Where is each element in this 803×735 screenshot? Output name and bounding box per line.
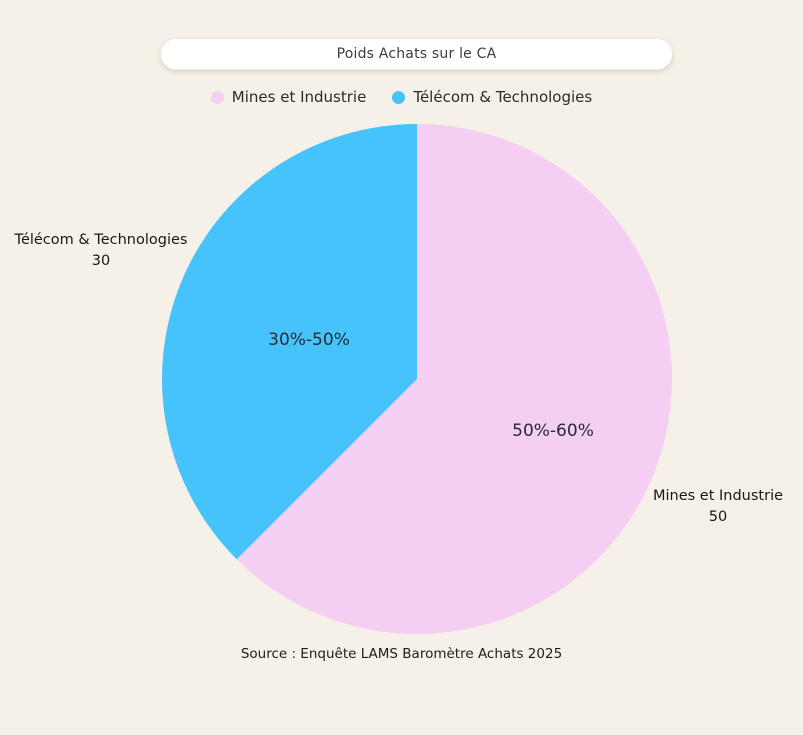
legend-item-mines-et-industrie[interactable]: Mines et Industrie xyxy=(210,88,367,106)
outer-label-value: 50 xyxy=(708,509,728,525)
chart-title-pill: Poids Achats sur le CA xyxy=(160,38,673,70)
legend-label: Télécom & Technologies xyxy=(413,88,593,106)
legend-swatch-icon xyxy=(210,90,224,104)
pie-slice-mines-et-industrie[interactable] xyxy=(236,124,673,634)
legend: Mines et Industrie Télécom & Technologie… xyxy=(0,88,803,106)
outer-label-telecom: Télécom & Technologies 30 xyxy=(15,230,188,272)
legend-item-telecom-technologies[interactable]: Télécom & Technologies xyxy=(392,88,592,106)
pie-slice-telecom-technologies[interactable] xyxy=(162,124,417,560)
slice-label-telecom: 30%-50% xyxy=(268,330,350,350)
slice-label-mines: 50%-60% xyxy=(512,421,594,441)
outer-label-mines: Mines et Industrie 50 xyxy=(653,486,783,528)
chart-title: Poids Achats sur le CA xyxy=(336,46,497,62)
legend-label: Mines et Industrie xyxy=(231,88,367,106)
outer-label-name: Télécom & Technologies xyxy=(14,232,188,248)
outer-label-name: Mines et Industrie xyxy=(652,488,784,504)
outer-label-value: 30 xyxy=(91,253,111,269)
legend-swatch-icon xyxy=(392,90,406,104)
source-caption: Source : Enquête LAMS Baromètre Achats 2… xyxy=(240,646,563,662)
